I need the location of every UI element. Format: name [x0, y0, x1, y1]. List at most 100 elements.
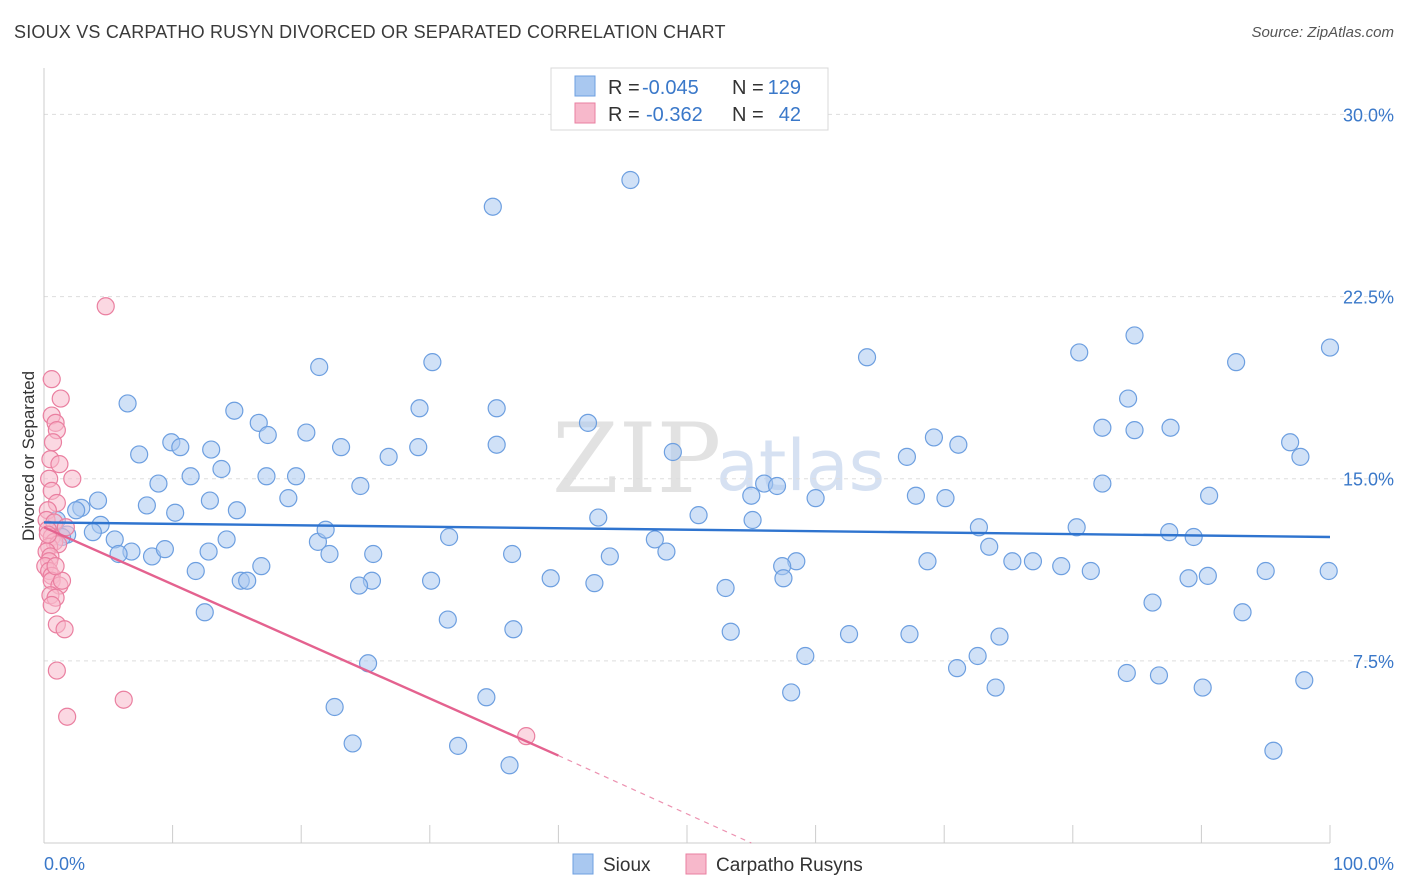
legend-r-label-carpatho: R =: [608, 104, 640, 126]
point-carpatho-8: [50, 455, 69, 474]
point-sioux-124: [477, 688, 496, 707]
correlation-legend: R = -0.045 N = 129 R = -0.362 N = 42: [550, 67, 829, 131]
point-sioux-3: [1125, 326, 1144, 345]
point-sioux-8: [423, 353, 442, 372]
point-sioux-109: [1143, 593, 1162, 612]
point-sioux-114: [990, 627, 1009, 646]
point-sioux-58: [589, 508, 608, 527]
point-sioux-1: [483, 197, 502, 216]
source-label: Source: ZipAtlas.com: [1251, 24, 1394, 41]
point-sioux-122: [1193, 678, 1212, 697]
point-sioux-120: [947, 659, 967, 678]
point-sioux-64: [1067, 518, 1086, 537]
point-sioux-100: [774, 569, 793, 588]
point-carpatho-2: [51, 389, 70, 408]
chart-title: SIOUX VS CARPATHO RUSYN DIVORCED OR SEPA…: [14, 22, 726, 42]
point-sioux-45: [279, 489, 298, 508]
watermark-zip: ZIP: [552, 403, 721, 515]
point-sioux-10: [225, 401, 244, 420]
point-sioux-36: [181, 467, 200, 486]
legend-n-value-sioux: 129: [768, 77, 801, 99]
trend-lines: [43, 521, 1331, 844]
x-tick-label-min: 0.0%: [44, 854, 85, 874]
legend-n-label-carpatho: N =: [732, 104, 764, 126]
point-sioux-70: [316, 520, 335, 539]
point-sioux-16: [1093, 418, 1112, 437]
legend-r-value-carpatho: -0.362: [646, 104, 703, 126]
point-sioux-26: [409, 438, 428, 457]
point-sioux-90: [600, 547, 619, 566]
point-sioux-47: [200, 491, 219, 510]
point-sioux-2: [1320, 338, 1340, 357]
point-sioux-79: [155, 540, 174, 559]
point-sioux-80: [364, 544, 383, 564]
point-sioux-62: [743, 510, 762, 530]
y-tick-label-0: 7.5%: [1353, 652, 1394, 672]
point-sioux-33: [897, 447, 917, 466]
legend-swatch-carpatho: [574, 102, 596, 124]
trend-line-sioux: [43, 521, 1331, 539]
point-carpatho-10: [63, 469, 82, 488]
point-carpatho-0: [96, 297, 115, 316]
point-sioux-85: [1003, 552, 1022, 571]
y-tick-label-2: 22.5%: [1343, 288, 1394, 308]
point-sioux-87: [186, 561, 205, 581]
point-sioux-107: [349, 576, 369, 595]
point-sioux-108: [1233, 603, 1252, 622]
point-sioux-52: [936, 489, 955, 508]
point-sioux-15: [578, 413, 598, 432]
legend-r-label-sioux: R =: [608, 77, 640, 99]
point-sioux-29: [1281, 433, 1300, 452]
point-sioux-130: [343, 734, 362, 753]
point-carpatho-38: [58, 707, 77, 726]
point-sioux-104: [1319, 561, 1338, 581]
point-sioux-74: [1184, 527, 1203, 547]
point-sioux-49: [742, 486, 761, 505]
point-sioux-98: [541, 569, 560, 588]
point-sioux-24: [202, 440, 221, 459]
bottom-legend-swatch-carpatho: [685, 853, 707, 875]
point-carpatho-33: [42, 595, 61, 615]
point-sioux-37: [257, 467, 276, 486]
legend-n-value-carpatho: 42: [779, 104, 801, 126]
point-sioux-50: [806, 489, 825, 508]
point-sioux-112: [504, 620, 523, 639]
point-sioux-40: [351, 476, 370, 496]
bottom-legend-label-sioux: Sioux: [603, 855, 651, 876]
point-sioux-110: [195, 603, 214, 622]
point-sioux-18: [1125, 421, 1144, 440]
point-sioux-119: [968, 646, 987, 666]
point-sioux-129: [1264, 741, 1283, 760]
point-sioux-111: [438, 610, 457, 629]
point-sioux-7: [310, 357, 329, 377]
x-tick-label-max: 100.0%: [1333, 854, 1394, 874]
y-tick-label-3: 30.0%: [1343, 105, 1394, 125]
point-sioux-71: [439, 527, 459, 547]
point-sioux-132: [500, 756, 519, 775]
point-sioux-76: [199, 542, 218, 561]
bottom-legend-swatch-sioux: [572, 853, 594, 875]
data-points: [36, 170, 1340, 775]
point-carpatho-6: [43, 433, 63, 452]
point-sioux-125: [1149, 666, 1169, 685]
point-sioux-84: [918, 552, 937, 571]
point-sioux-88: [252, 557, 271, 576]
point-sioux-20: [258, 425, 277, 445]
point-sioux-13: [1118, 389, 1138, 408]
watermark-atlas: atlas: [716, 425, 885, 507]
point-sioux-113: [721, 622, 740, 641]
point-sioux-34: [1291, 447, 1310, 466]
point-sioux-25: [331, 438, 351, 457]
legend-n-label-sioux: N =: [732, 77, 764, 99]
y-axis-label: Divorced or Separated: [19, 371, 38, 541]
point-sioux-42: [767, 476, 787, 496]
point-sioux-12: [487, 399, 506, 418]
trend-line-extension-carpatho: [558, 755, 752, 844]
point-sioux-51: [906, 486, 926, 505]
point-sioux-56: [67, 501, 86, 520]
legend-swatch-sioux: [574, 75, 596, 97]
trend-line-carpatho: [43, 526, 559, 757]
point-carpatho-1: [42, 370, 61, 389]
point-sioux-57: [166, 503, 185, 522]
point-sioux-81: [503, 544, 522, 564]
